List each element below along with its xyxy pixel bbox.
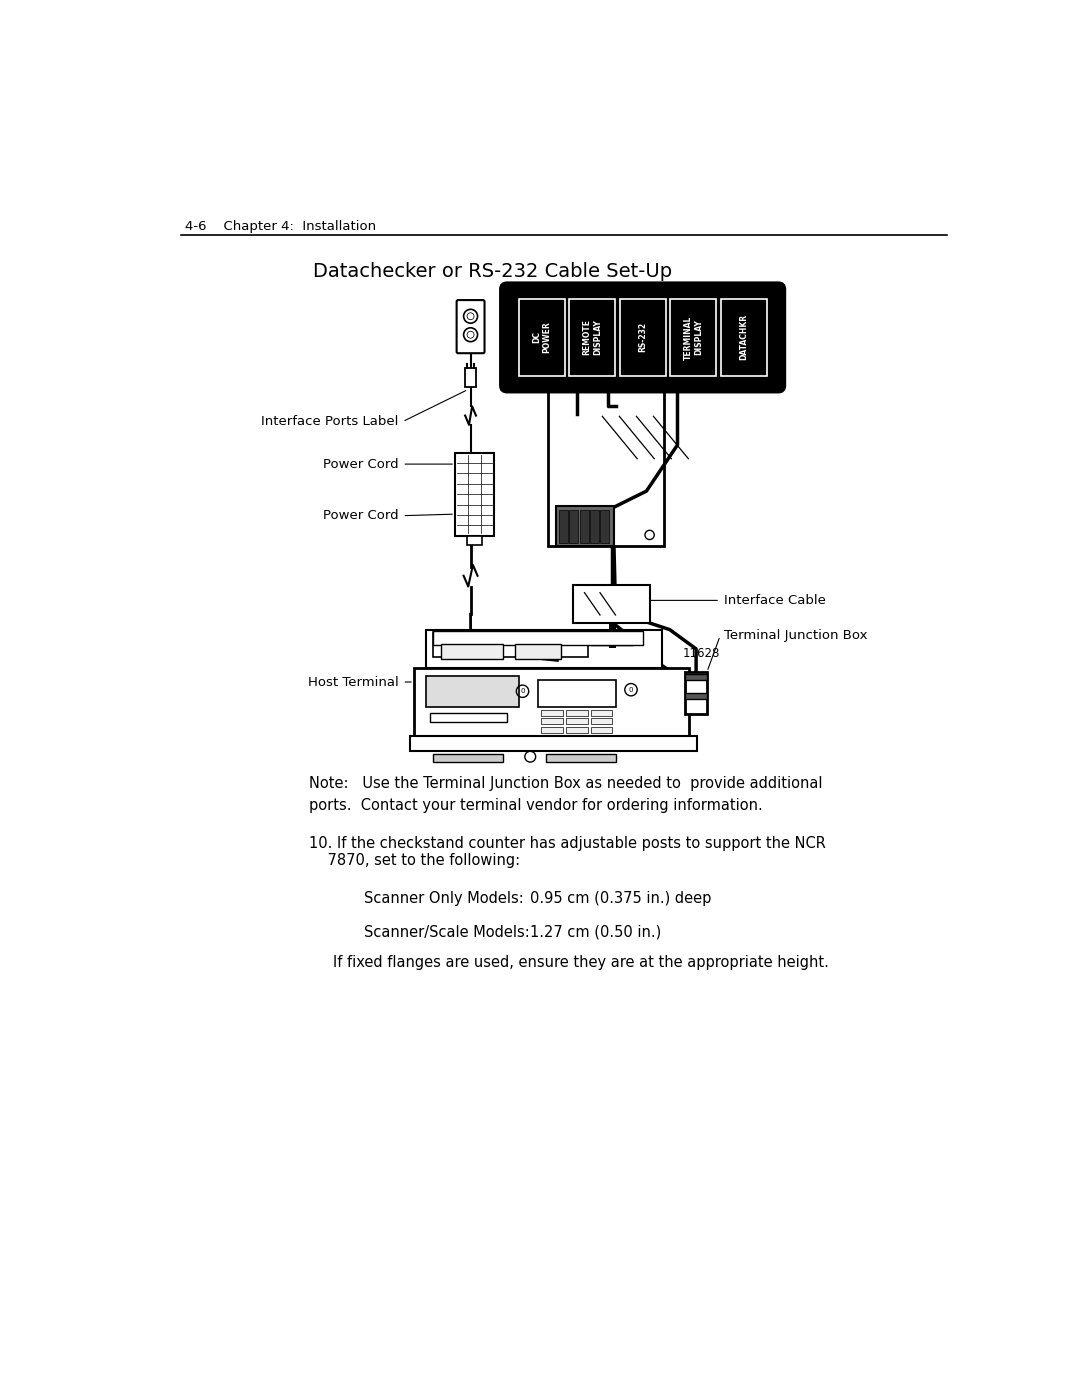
Bar [465, 367, 476, 387]
Text: Interface Ports Label: Interface Ports Label [261, 415, 399, 429]
Text: Power Cord: Power Cord [323, 509, 399, 522]
Text: If fixed flanges are used, ensure they are at the appropriate height.: If fixed flanges are used, ensure they a… [333, 954, 828, 970]
Circle shape [468, 331, 474, 338]
FancyBboxPatch shape [501, 284, 784, 391]
Circle shape [467, 331, 474, 338]
Text: Interface Cable: Interface Cable [724, 594, 826, 606]
Bar [685, 672, 707, 714]
Bar [591, 718, 612, 725]
Bar [433, 754, 503, 763]
Circle shape [468, 313, 474, 320]
FancyBboxPatch shape [457, 300, 485, 353]
Text: Power Cord: Power Cord [323, 458, 399, 471]
Bar [541, 718, 563, 725]
Bar [433, 631, 589, 657]
Text: 0: 0 [521, 689, 525, 694]
Bar [455, 453, 494, 535]
Bar [426, 630, 662, 668]
Text: 4-6    Chapter 4:  Installation: 4-6 Chapter 4: Installation [186, 221, 377, 233]
Text: Scanner Only Models:: Scanner Only Models: [364, 891, 524, 907]
Bar [433, 631, 643, 645]
Bar [566, 718, 588, 725]
Text: Scanner/Scale Models:: Scanner/Scale Models: [364, 925, 529, 940]
Bar [569, 299, 615, 376]
Bar [548, 390, 663, 546]
Text: 10. If the checkstand counter has adjustable posts to support the NCR: 10. If the checkstand counter has adjust… [309, 835, 826, 851]
Bar [591, 710, 612, 715]
Bar [685, 693, 707, 698]
Text: 0.95 cm (0.375 in.) deep: 0.95 cm (0.375 in.) deep [530, 891, 712, 907]
Bar [559, 510, 568, 542]
Bar [414, 668, 689, 738]
Text: TERMINAL
DISPLAY: TERMINAL DISPLAY [684, 316, 703, 359]
Circle shape [467, 313, 474, 320]
Text: 0: 0 [629, 687, 633, 693]
Text: DATACHKR: DATACHKR [739, 314, 748, 360]
Bar [541, 710, 563, 715]
Bar [566, 710, 588, 715]
Bar [590, 510, 599, 542]
Bar [620, 299, 665, 376]
Bar [591, 726, 612, 733]
Bar [426, 676, 518, 707]
Bar [600, 510, 609, 542]
Bar [556, 507, 613, 546]
Bar [410, 736, 697, 752]
Bar [720, 299, 767, 376]
Text: RS-232: RS-232 [638, 323, 647, 352]
Text: REMOTE
DISPLAY: REMOTE DISPLAY [582, 320, 602, 355]
Bar [572, 585, 649, 623]
Bar [538, 680, 616, 707]
Bar [685, 673, 707, 680]
Bar [541, 726, 563, 733]
Text: 1.27 cm (0.50 in.): 1.27 cm (0.50 in.) [530, 925, 661, 940]
Bar [569, 510, 578, 542]
Text: Datachecker or RS-232 Cable Set-Up: Datachecker or RS-232 Cable Set-Up [313, 263, 673, 281]
Bar [671, 299, 716, 376]
Bar [441, 644, 503, 659]
Text: 11628: 11628 [683, 647, 720, 659]
Bar [580, 510, 589, 542]
Text: DC
POWER: DC POWER [531, 321, 551, 353]
Text: Host Terminal: Host Terminal [308, 676, 399, 689]
Bar [515, 644, 562, 659]
Text: Note:   Use the Terminal Junction Box as needed to  provide additional
ports.  C: Note: Use the Terminal Junction Box as n… [309, 775, 823, 813]
Text: 7870, set to the following:: 7870, set to the following: [309, 854, 521, 868]
Bar [566, 726, 588, 733]
Bar [518, 299, 565, 376]
Text: Terminal Junction Box: Terminal Junction Box [724, 629, 867, 643]
Bar [467, 535, 482, 545]
Bar [430, 712, 507, 722]
Bar [545, 754, 616, 763]
